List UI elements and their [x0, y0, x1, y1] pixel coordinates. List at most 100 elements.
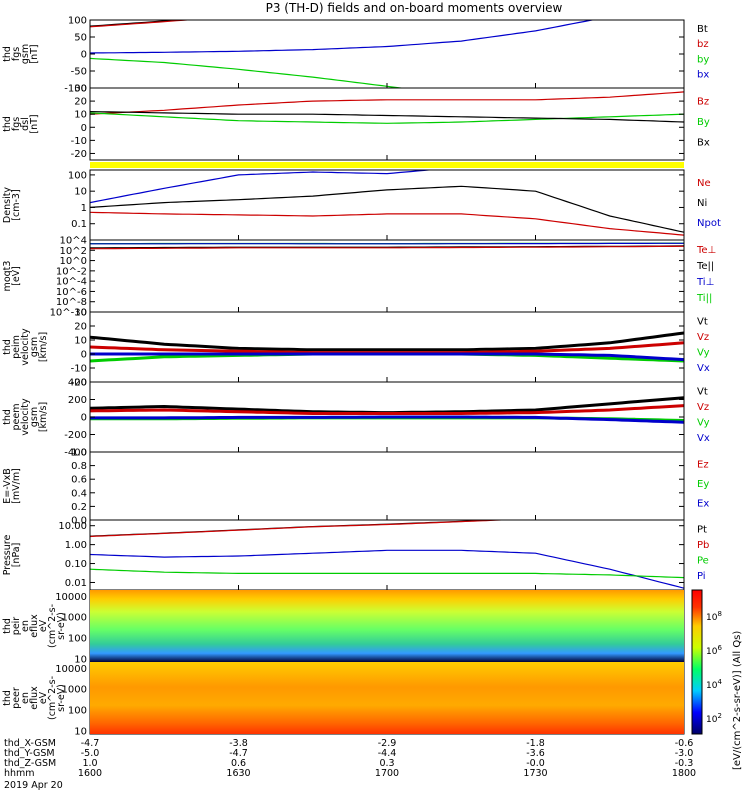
- panel-density: 100 10 1 0.1 Ne Ni Npot Density[cm-3]: [2, 169, 721, 241]
- ion-spectrogram: [90, 590, 684, 662]
- ytick-label: 0.0: [71, 516, 87, 527]
- legend-Vy: Vy: [697, 348, 710, 359]
- ytick-label: -20: [71, 378, 87, 389]
- ylabel-line: peer: [11, 687, 22, 709]
- ytick-label: 100: [68, 633, 87, 644]
- ytick-label: 10^2: [60, 246, 87, 257]
- ytick-label: 30: [74, 308, 87, 319]
- ylabel-pressure: Pressure[nPa]: [2, 535, 22, 576]
- ylabel-efield: E=-VxB[mV/m]: [2, 468, 22, 504]
- series-group: [90, 20, 596, 88]
- ytick-label: 10: [74, 654, 87, 665]
- ytick-label: 200: [68, 395, 87, 406]
- legend-Vx: Vx: [697, 433, 710, 444]
- orbit-value: -5.0: [81, 748, 100, 759]
- ytick-label: 10^-6: [56, 287, 87, 298]
- orbit-value: 1800: [672, 768, 696, 779]
- panel-frame: [89, 519, 685, 591]
- orbit-value: -3.0: [675, 748, 694, 759]
- panel-efield: 1.0 0.8 0.6 0.4 0.2 0.0 Ez Ey Ex E=-VxB[mV/m]: [2, 448, 709, 527]
- ytick-label: 100: [68, 705, 87, 716]
- ytick-label: 10: [74, 110, 87, 121]
- status-bar: [90, 162, 684, 168]
- ytick-label: 10: [74, 726, 87, 737]
- ytick-label: 0.1: [71, 219, 87, 230]
- orbit-value: 0.6: [231, 758, 246, 769]
- legend-Ni: Ni: [697, 198, 707, 209]
- legend-Ey: Ey: [697, 479, 709, 490]
- legend-Ex: Ex: [697, 498, 709, 509]
- ytick-label: 100: [68, 170, 87, 181]
- ytick-label: 10: [74, 336, 87, 347]
- series-line-Ti⊥: [90, 242, 684, 245]
- series-line-Bz: [90, 91, 684, 115]
- ylabel-line: (cm^2-s-: [47, 604, 58, 648]
- colorbar-tick-exponent: 6: [717, 644, 722, 652]
- ytick-label: 1000: [62, 685, 87, 696]
- legend-Vt: Vt: [697, 316, 708, 327]
- ylabel-line: gsm: [29, 407, 40, 427]
- ytick-label: -20: [71, 149, 87, 160]
- ylabel-line: Pressure: [2, 535, 13, 576]
- panel-frame: [89, 451, 685, 521]
- ylabel-line: velocity: [20, 328, 31, 366]
- panel-peim_velocity: 30 20 10 0 -10 -20 Vt Vz Vy Vx thdpeimvelocitygsm[…: [2, 308, 710, 389]
- legend-Pb: Pb: [697, 540, 709, 551]
- ytick-label: 0.01: [65, 578, 87, 589]
- ylabel-line: Density: [2, 187, 13, 223]
- ylabel-line: peim: [11, 335, 22, 359]
- series-line-Vx: [90, 415, 684, 424]
- legend-Ti⊥: Ti⊥: [696, 277, 714, 288]
- ylabel-line: [eV]: [11, 266, 22, 286]
- colorbar-tick-exponent: 4: [717, 678, 722, 686]
- ylabel-line: eV: [38, 691, 49, 704]
- ytick-label: 0: [81, 413, 87, 424]
- panel-temperature: 10^410^210^010^-210^-410^-610^-810^-10 Te…: [2, 236, 716, 319]
- ylabel-line: peem: [11, 404, 22, 431]
- ytick-label: 0.10: [65, 559, 87, 570]
- series-line-Npot: [90, 170, 436, 204]
- legend-Ti||: Ti||: [696, 293, 712, 304]
- legend-Pe: Pe: [697, 556, 709, 567]
- series-line-bx: [90, 20, 596, 54]
- ytick-label: 10^-4: [56, 277, 87, 288]
- ylabel-line: E=-VxB: [2, 468, 13, 503]
- legend-Vt: Vt: [697, 386, 708, 397]
- ylabel-line: moqt3: [2, 261, 13, 292]
- ytick-label: -400: [64, 448, 87, 459]
- orbit-row-label: thd_X-GSM: [4, 738, 56, 749]
- ytick-label: 400: [68, 378, 87, 389]
- legend-bx: bx: [697, 69, 709, 80]
- ytick-label: -10: [71, 136, 87, 147]
- ytick-label: 0.6: [71, 475, 87, 486]
- series-group: [90, 170, 684, 236]
- orbit-date: 2019 Apr 20: [4, 780, 63, 791]
- ytick-label: 1000: [62, 613, 87, 624]
- panel-peem_velocity: 400 200 0 -200 -400 Vt Vz Vy Vx thdpeemvelocitygs…: [2, 378, 710, 459]
- orbit-value: 1.0: [82, 758, 97, 769]
- ylabel-line: [km/s]: [38, 402, 49, 432]
- legend-Te||: Te||: [696, 261, 714, 272]
- series-line-Vx: [90, 352, 684, 362]
- series-group: [90, 396, 684, 424]
- ytick-label: 0: [81, 123, 87, 134]
- ytick-label: 0.8: [71, 461, 87, 472]
- ytick-label: 1: [81, 203, 87, 214]
- panel-frame: [89, 19, 685, 89]
- orbit-value: 1630: [226, 768, 250, 779]
- orbit-value: -2.9: [378, 738, 397, 749]
- orbit-value: -4.4: [378, 748, 397, 759]
- ytick-label: -200: [64, 430, 87, 441]
- legend-bz: bz: [697, 39, 709, 50]
- orbit-value: -4.7: [229, 748, 248, 759]
- ylabel-line: [nPa]: [11, 543, 22, 568]
- ylabel-line: en: [20, 692, 31, 704]
- ylabel-line: thd: [2, 618, 13, 634]
- ytick-label: -100: [64, 84, 87, 95]
- ylabel-line: sr-eV): [56, 684, 67, 712]
